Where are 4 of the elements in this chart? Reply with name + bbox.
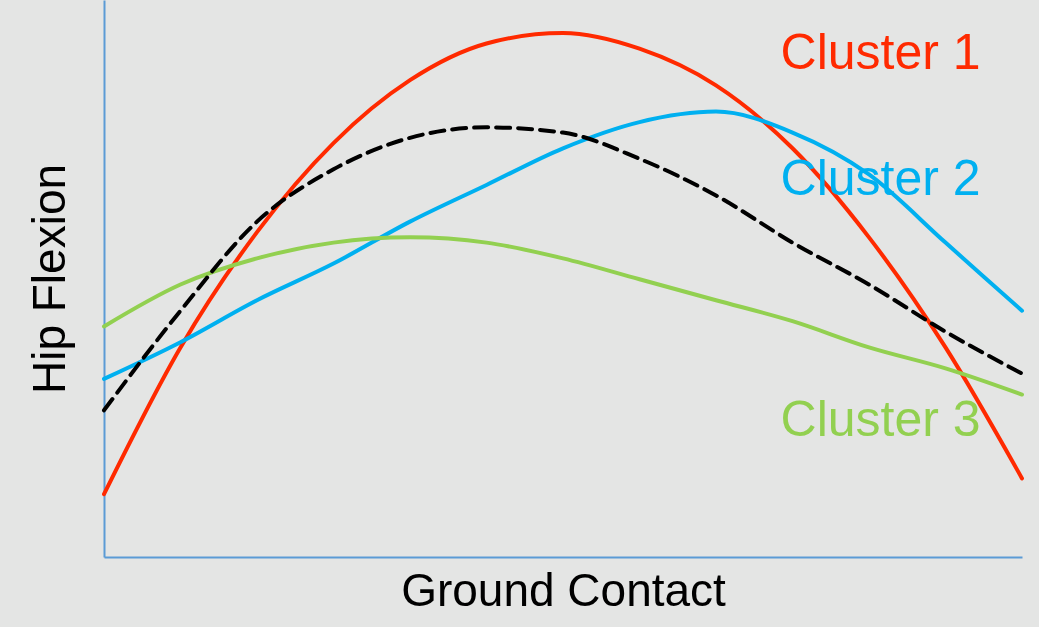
x-axis-title: Ground Contact [401,563,727,616]
series-label: Cluster 1 [780,23,981,80]
y-axis-title: Hip Flexion [22,163,75,395]
series-label: Cluster 3 [780,390,981,447]
